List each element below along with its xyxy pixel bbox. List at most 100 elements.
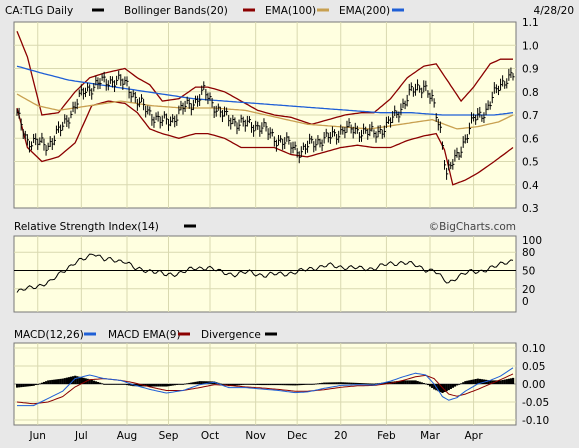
divergence-bar [337,382,340,384]
divergence-bar [472,379,475,384]
divergence-bar [273,384,276,386]
divergence-bar [157,384,160,387]
divergence-bar [308,384,311,385]
divergence-bar [345,382,349,384]
x-tick-label: Oct [201,430,219,442]
divergence-bar [90,379,93,384]
divergence-bar [107,384,110,385]
divergence-bar [281,384,284,386]
divergence-bar [22,384,25,387]
divergence-bar [177,384,181,385]
divergence-bar [256,384,259,385]
divergence-bar [329,382,332,384]
divergence-bar [408,380,411,384]
divergence-bar [99,382,102,384]
divergence-bar [109,384,112,385]
divergence-bar [175,384,178,385]
divergence-bar [316,383,320,385]
divergence-bar [238,384,241,386]
divergence-bar [375,383,378,385]
divergence-bar [252,384,255,385]
divergence-bar [433,384,436,390]
divergence-bar [285,384,288,386]
x-tick-label: Sep [159,430,179,442]
rsi-tick-label: 50 [522,266,535,278]
divergence-bar [88,379,91,384]
divergence-bar [161,384,164,387]
divergence-bar [115,384,118,385]
divergence-bar [101,383,104,385]
macd-signal-line [16,373,514,405]
legend-bollinger-label: Bollinger Bands(20) [124,5,228,17]
divergence-bar [318,383,322,384]
x-tick-label: Jun [29,430,46,442]
divergence-bar [105,384,108,385]
divergence-bar [455,384,459,386]
divergence-bar [202,381,205,384]
bollinger-lower-band [16,100,514,186]
divergence-bar [404,380,407,384]
divergence-bar [128,384,131,386]
divergence-bar [410,380,413,384]
divergence-bar [464,381,467,384]
macd-ema-label: MACD EMA(9) [108,329,181,341]
divergence-bar [385,382,388,384]
divergence-bar [235,384,239,386]
divergence-bar [418,381,421,384]
divergence-bar [453,384,457,387]
divergence-bar [63,378,66,384]
rsi-gridlines [14,236,516,312]
divergence-bar [231,384,235,386]
divergence-bar [159,384,162,387]
divergence-bar [244,384,247,385]
x-tick-label: Nov [245,430,266,442]
divergence-bar [416,381,419,384]
divergence-bar [487,380,490,384]
x-tick-label: Apr [464,430,483,442]
divergence-bar [267,384,270,386]
divergence-bar [242,384,245,385]
divergence-bar [233,384,237,386]
divergence-bar [117,384,120,385]
price-tick-label: 0.8 [522,87,539,99]
macd-tick-label: -0.10 [522,415,549,427]
divergence-bar [254,384,257,385]
divergence-bar [148,384,152,387]
x-tick-label: Aug [117,430,138,442]
divergence-bar [190,382,193,384]
divergence-bar [34,384,37,386]
divergence-bar [406,380,409,384]
divergence-bar [248,384,251,385]
divergence-bar [206,381,210,384]
divergence-bar [497,380,500,384]
divergence-bar [310,384,313,385]
macd-tick-label: 0.05 [522,361,545,373]
divergence-bar [111,384,114,385]
x-tick-label: 20 [334,430,347,442]
divergence-bar [40,382,44,384]
divergence-bar [182,384,185,385]
divergence-bar [331,382,334,384]
divergence-bar [51,379,54,384]
divergence-bar [302,384,305,385]
divergence-bar [150,384,154,387]
divergence-bar [335,382,338,384]
divergence-bar [144,384,147,387]
divergence-bar [219,383,222,385]
divergence-bar [67,377,71,384]
divergence-bar [468,380,471,384]
divergence-bar [250,384,253,385]
divergence-bar [258,384,262,386]
x-tick-label: Mar [420,430,440,442]
divergence-bar [24,384,27,387]
divergence-bar [92,380,95,384]
divergence-bar [18,384,21,388]
divergence-bar [289,384,293,386]
divergence-bar [495,380,498,384]
divergence-bar [424,383,428,385]
price-tick-label: 0.6 [522,133,539,145]
divergence-bar [304,384,307,385]
divergence-bar [431,384,434,388]
divergence-bar [341,382,345,384]
divergence-bar [505,379,508,384]
